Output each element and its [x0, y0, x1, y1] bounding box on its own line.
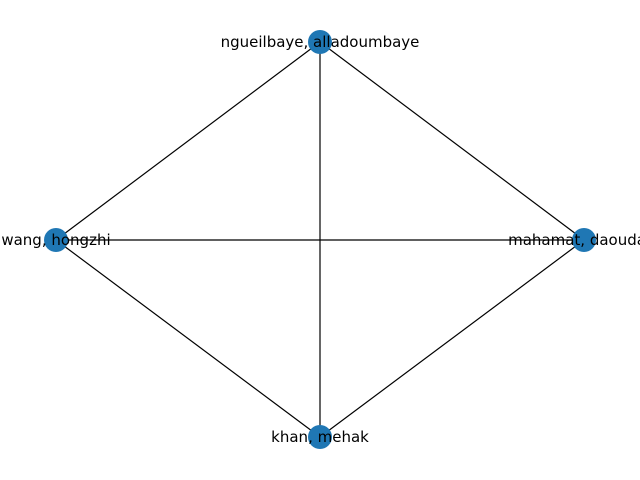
edge-n0-n1	[55, 41, 321, 241]
node-label-n3: khan, mehak	[271, 428, 369, 446]
nodes	[44, 30, 596, 449]
edge-n0-n2	[319, 41, 585, 241]
node-label-n0: ngueilbaye, alladoumbaye	[221, 33, 420, 51]
edge-n1-n3	[55, 239, 321, 438]
node-n2	[572, 228, 596, 252]
node-label-n1: wang, hongzhi	[1, 231, 110, 249]
node-label-n2: mahamat, daouda a	[508, 231, 640, 249]
node-n3	[308, 425, 332, 449]
edges	[55, 41, 585, 438]
node-n0	[308, 30, 332, 54]
node-n1	[44, 228, 68, 252]
labels: ngueilbaye, alladoumbaye wang, hongzhi mah…	[1, 33, 640, 446]
edge-n2-n3	[319, 239, 585, 438]
